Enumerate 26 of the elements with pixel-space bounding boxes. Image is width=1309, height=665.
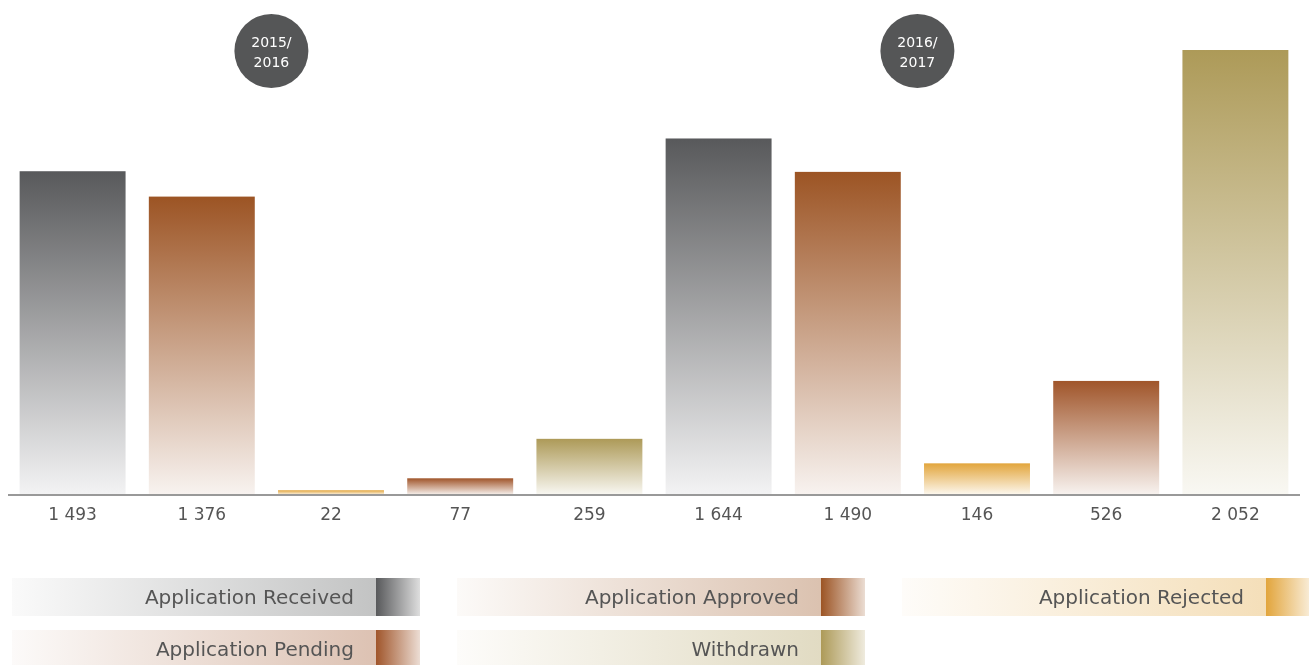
data-label: 1 644: [694, 504, 743, 524]
data-label: 1 490: [823, 504, 873, 524]
bar: [794, 171, 901, 495]
bar: [19, 171, 126, 495]
data-label: 1 493: [48, 504, 97, 524]
x-tick-label: 2015/ 2016: [251, 34, 292, 70]
legend-label: Application Pending: [155, 637, 354, 661]
bar: [536, 438, 643, 495]
x-tick-label: 2016/ 2017: [897, 34, 938, 70]
bar: [924, 463, 1030, 495]
bar: [148, 196, 255, 495]
data-label: 22: [320, 504, 342, 524]
legend-label: Application Rejected: [1038, 585, 1244, 609]
data-label: 526: [1089, 504, 1123, 524]
bar: [1182, 50, 1289, 495]
data-label: 77: [449, 504, 472, 524]
data-label: 1 376: [177, 504, 227, 524]
bar: [407, 478, 514, 495]
data-label: 259: [573, 504, 606, 524]
bar: [665, 138, 772, 495]
bar: [1053, 380, 1160, 495]
legend-label: Application Approved: [584, 585, 799, 609]
legend-label: Withdrawn: [691, 637, 799, 661]
data-label: 146: [960, 504, 994, 524]
legend-label: Application Received: [144, 585, 354, 609]
data-label: 2 052: [1211, 504, 1260, 524]
